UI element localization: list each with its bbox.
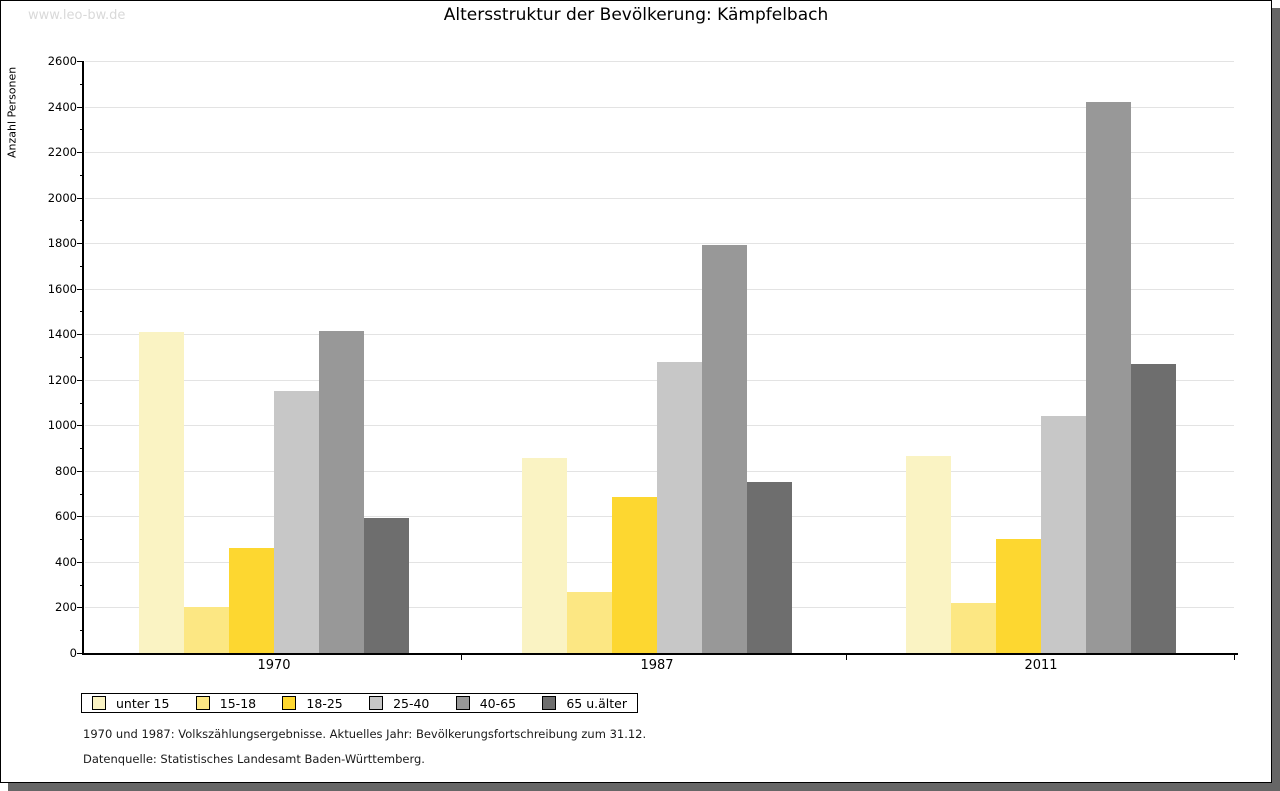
legend-label-unter 15: unter 15 [116, 695, 170, 711]
x-category-label-1987: 1987 [640, 658, 674, 673]
x-tick-1 [846, 655, 847, 660]
bar-1987-18-25 [612, 497, 657, 653]
y-tick-label-2400: 2400 [47, 100, 77, 114]
y-tick-label-400: 400 [55, 555, 77, 569]
legend-swatch-25-40 [369, 696, 384, 710]
y-tick-label-0: 0 [69, 646, 77, 660]
y-tick-label-1000: 1000 [47, 418, 77, 432]
gridline-1800 [85, 243, 1234, 244]
y-axis-line [82, 61, 84, 655]
bar-1970-65 u.älter [364, 518, 409, 653]
x-category-label-2011: 2011 [1024, 658, 1058, 673]
footnote-1: 1970 und 1987: Volkszählungsergebnisse. … [83, 727, 647, 741]
legend-item-15-18: 15-18 [195, 695, 257, 711]
bar-2011-18-25 [996, 539, 1041, 653]
legend-item-18-25: 18-25 [282, 695, 343, 711]
gridline-2400 [85, 107, 1234, 108]
y-tick-major-2600 [77, 61, 84, 62]
y-tick-major-1400 [77, 334, 84, 335]
y-tick-label-1600: 1600 [47, 282, 77, 296]
y-tick-major-1000 [77, 425, 84, 426]
legend-swatch-unter 15 [92, 696, 106, 710]
y-tick-major-2200 [77, 152, 84, 153]
y-tick-label-2200: 2200 [47, 145, 77, 159]
plot-area: 0 200 400 600 800 1000 1200 1400 1600 1800 2000 220… [1, 1, 1271, 701]
y-tick-label-2600: 2600 [47, 54, 77, 68]
legend-item-65 u.älter: 65 u.älter [542, 696, 627, 711]
x-category-label-1970: 1970 [257, 658, 291, 673]
bar-1987-unter 15 [522, 458, 567, 653]
bar-1970-25-40 [274, 391, 319, 653]
legend-swatch-18-25 [282, 696, 297, 710]
legend-label-40-65: 40-65 [479, 695, 517, 711]
shadow-bottom [8, 783, 1280, 791]
footnote-2: Datenquelle: Statistisches Landesamt Bad… [83, 752, 425, 766]
legend-label-65 u.älter: 65 u.älter [566, 695, 627, 711]
gridline-2600 [85, 61, 1234, 62]
gridline-1400 [85, 334, 1234, 335]
bar-2011-15-18 [951, 603, 996, 653]
legend-item-unter 15: unter 15 [92, 696, 169, 711]
y-tick-label-200: 200 [55, 600, 77, 614]
y-tick-label-1400: 1400 [47, 327, 77, 341]
x-axis-line [82, 653, 1238, 655]
y-tick-label-600: 600 [55, 509, 77, 523]
watermark: www.leo-bw.de [28, 8, 126, 23]
y-tick-major-800 [77, 471, 84, 472]
x-tick-0 [461, 655, 462, 660]
y-tick-major-1200 [77, 380, 84, 381]
y-tick-major-1800 [77, 243, 84, 244]
bar-2011-65 u.älter [1131, 364, 1176, 653]
bar-1987-15-18 [567, 592, 612, 653]
bar-2011-unter 15 [906, 456, 951, 653]
bar-1987-25-40 [657, 362, 702, 653]
legend-label-18-25: 18-25 [306, 695, 343, 711]
bar-1987-40-65 [702, 245, 747, 653]
legend-item-25-40: 25-40 [369, 696, 429, 711]
bar-1970-40-65 [319, 331, 364, 653]
x-tick-2 [1234, 655, 1235, 660]
y-tick-label-1800: 1800 [47, 236, 77, 250]
gridline-1600 [85, 289, 1234, 290]
chart-title: Altersstruktur der Bevölkerung: Kämpfelb… [443, 5, 829, 25]
bar-1987-65 u.älter [747, 482, 792, 653]
legend-swatch-15-18 [195, 696, 210, 710]
y-tick-major-1600 [77, 289, 84, 290]
legend-label-25-40: 25-40 [393, 695, 430, 711]
y-tick-major-2000 [77, 198, 84, 199]
y-tick-major-2400 [77, 107, 84, 108]
legend-swatch-65 u.älter [542, 696, 557, 710]
gridline-2000 [85, 198, 1234, 199]
shadow-right [1272, 8, 1280, 791]
legend: unter 15 15-18 18-25 25-40 40-65 65 u.älter [81, 693, 638, 713]
bar-2011-40-65 [1086, 102, 1131, 653]
y-tick-label-800: 800 [55, 464, 77, 478]
y-tick-label-2000: 2000 [47, 191, 77, 205]
bar-1970-18-25 [229, 548, 274, 653]
bar-1970-15-18 [184, 607, 229, 653]
legend-swatch-40-65 [455, 696, 470, 710]
bar-2011-25-40 [1041, 416, 1086, 653]
y-tick-major-400 [77, 562, 84, 563]
y-tick-label-1200: 1200 [47, 373, 77, 387]
legend-label-15-18: 15-18 [219, 695, 257, 711]
y-tick-major-200 [77, 607, 84, 608]
gridline-2200 [85, 152, 1234, 153]
bar-1970-unter 15 [139, 332, 184, 653]
y-tick-major-600 [77, 516, 84, 517]
y-tick-major-0 [77, 653, 84, 654]
legend-item-40-65: 40-65 [455, 695, 517, 711]
